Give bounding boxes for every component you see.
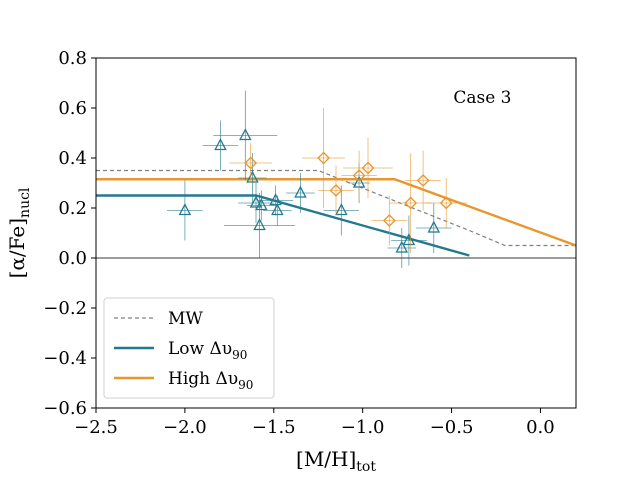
y-tick-label: 0.6: [58, 98, 87, 119]
legend-entry: Low Δυ90: [114, 339, 247, 362]
triangle-marker: [269, 193, 282, 206]
axes: −2.5 −2.0 −1.5 −1.0 −0.5 0.0 −0.6 −0.4 −0.2 0.0 0.…: [43, 48, 554, 438]
y-tick-label: 0.4: [58, 148, 87, 169]
triangle-marker: [271, 203, 284, 216]
diamond-marker: [244, 156, 258, 170]
triangle-marker: [239, 128, 252, 141]
legend-entry: MW: [114, 309, 203, 329]
triangle-point: [263, 195, 292, 226]
diamond-marker: [439, 196, 453, 210]
triangle-point: [416, 203, 452, 253]
diamond-point: [405, 150, 441, 211]
diamond-marker: [361, 161, 375, 175]
legend-entry: High Δυ90: [114, 369, 253, 392]
legend-label: Low Δυ90: [168, 339, 247, 362]
y-tick-label: 0.2: [58, 198, 87, 219]
x-tick-label: −1.5: [252, 417, 296, 438]
triangle-marker: [214, 138, 227, 151]
triangle-marker: [335, 203, 348, 216]
x-tick-label: −2.5: [74, 417, 118, 438]
triangle-point: [238, 153, 267, 203]
triangle-marker: [246, 170, 259, 183]
case-annotation: Case 3: [453, 88, 511, 108]
x-tick-label: 0.0: [526, 417, 555, 438]
triangle-point: [202, 120, 239, 171]
y-axis-label: [α/Fe]nucl: [5, 187, 33, 278]
legend-label: High Δυ90: [168, 369, 253, 392]
triangle-marker: [427, 220, 441, 233]
data-points: [167, 90, 468, 268]
legend-label: MW: [168, 309, 203, 329]
triangle-point: [286, 173, 315, 213]
diamond-point: [229, 143, 272, 183]
diamond-point: [341, 150, 377, 201]
x-tick-label: −1.0: [341, 417, 385, 438]
diamond-marker: [382, 214, 396, 227]
diamond-point: [424, 178, 468, 228]
triangle-point: [238, 183, 274, 223]
diamond-marker: [329, 184, 343, 197]
diamond-marker: [317, 151, 330, 165]
diamond-marker: [404, 196, 418, 210]
diamond-point: [302, 108, 345, 208]
diamond-point: [371, 195, 408, 246]
diamond-point: [343, 138, 393, 198]
plot-frame: [95, 57, 577, 409]
triangle-marker: [255, 198, 268, 211]
legend-box: [103, 297, 275, 399]
y-tick-label: −0.6: [43, 398, 87, 419]
triangle-point: [257, 185, 294, 216]
model-line-high: [96, 178, 577, 247]
triangle-point: [167, 180, 203, 241]
triangle-marker: [253, 218, 266, 231]
triangle-marker: [395, 240, 409, 253]
diamond-marker: [416, 174, 430, 187]
triangle-point: [391, 215, 427, 266]
y-tick-label: 0.0: [58, 248, 87, 269]
y-tick-label: 0.8: [58, 48, 87, 69]
triangle-point: [387, 228, 416, 268]
x-tick-label: −0.5: [430, 417, 474, 438]
triangle-marker: [402, 233, 416, 246]
triangle-point: [323, 185, 360, 236]
y-tick-label: −0.2: [43, 298, 87, 319]
diamond-marker: [352, 169, 366, 182]
model-line-mw: [96, 169, 576, 247]
triangle-point: [213, 90, 278, 181]
x-tick-label: −2.0: [163, 417, 207, 438]
triangle-marker: [178, 203, 192, 216]
diamond-point: [318, 165, 354, 216]
triangle-marker: [294, 185, 307, 198]
x-axis-label: [M/H]tot: [296, 447, 376, 475]
triangle-marker: [249, 195, 263, 208]
triangle-point: [247, 190, 276, 221]
y-tick-label: −0.4: [43, 348, 87, 369]
legend: MW Low Δυ90 High Δυ90: [103, 297, 275, 399]
